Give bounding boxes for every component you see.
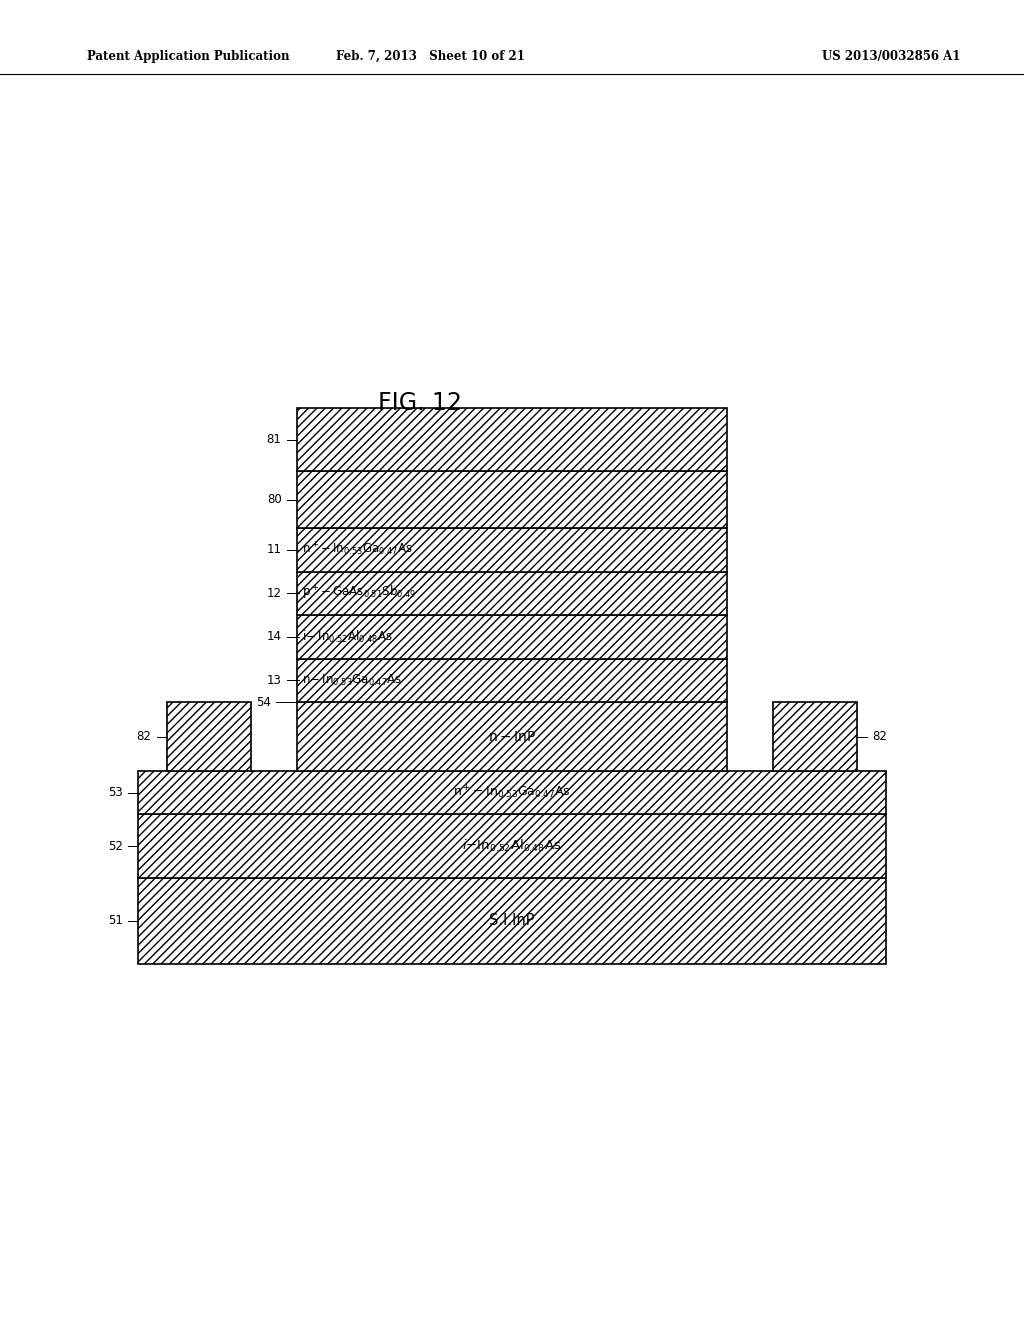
Bar — [297, 528, 727, 572]
Text: Patent Application Publication: Patent Application Publication — [87, 50, 290, 63]
Text: 11: 11 — [266, 544, 282, 556]
Text: 82: 82 — [872, 730, 888, 743]
Text: 52: 52 — [108, 840, 123, 853]
Text: 12: 12 — [266, 587, 282, 599]
Text: FIG. 12: FIG. 12 — [378, 391, 462, 414]
Text: $\mathrm{i\!-In_{0.52}Al_{0.48}As}$: $\mathrm{i\!-In_{0.52}Al_{0.48}As}$ — [302, 628, 393, 645]
Text: $\mathrm{p^+\!-GaAs_{0.51}Sb_{0.49}}$: $\mathrm{p^+\!-GaAs_{0.51}Sb_{0.49}}$ — [302, 585, 417, 602]
Text: 13: 13 — [266, 675, 282, 686]
Bar — [138, 814, 886, 878]
Text: Feb. 7, 2013   Sheet 10 of 21: Feb. 7, 2013 Sheet 10 of 21 — [336, 50, 524, 63]
Bar — [297, 471, 727, 528]
Text: $\mathrm{n-InP}$: $\mathrm{n-InP}$ — [487, 730, 537, 743]
Bar — [297, 408, 727, 471]
Bar — [297, 659, 727, 702]
Text: $\mathrm{n\!-In_{0.53}Ga_{0.47}As}$: $\mathrm{n\!-In_{0.53}Ga_{0.47}As}$ — [302, 673, 402, 688]
Text: 14: 14 — [266, 631, 282, 643]
Text: 82: 82 — [136, 730, 152, 743]
Text: US 2013/0032856 A1: US 2013/0032856 A1 — [821, 50, 961, 63]
Text: 54: 54 — [256, 696, 271, 709]
Text: $\mathrm{n^+\!-In_{0.53}Ga_{0.47}As}$: $\mathrm{n^+\!-In_{0.53}Ga_{0.47}As}$ — [453, 784, 571, 801]
Bar — [167, 702, 251, 771]
Bar — [138, 878, 886, 964]
Text: $\mathrm{n^+\!-In_{0.53}Ga_{0.47}As}$: $\mathrm{n^+\!-In_{0.53}Ga_{0.47}As}$ — [302, 541, 413, 558]
Bar — [138, 771, 886, 814]
Text: 81: 81 — [266, 433, 282, 446]
Bar — [297, 615, 727, 659]
Text: 53: 53 — [109, 787, 123, 799]
Text: $\mathit{i}$$-\mathrm{In_{0.52}Al_{0.48}As}$: $\mathit{i}$$-\mathrm{In_{0.52}Al_{0.48}… — [462, 838, 562, 854]
Bar — [773, 702, 857, 771]
Bar — [297, 572, 727, 615]
Text: S.I.InP: S.I.InP — [489, 913, 535, 928]
Text: 51: 51 — [108, 915, 123, 927]
Bar — [297, 702, 727, 771]
Text: 80: 80 — [267, 494, 282, 506]
